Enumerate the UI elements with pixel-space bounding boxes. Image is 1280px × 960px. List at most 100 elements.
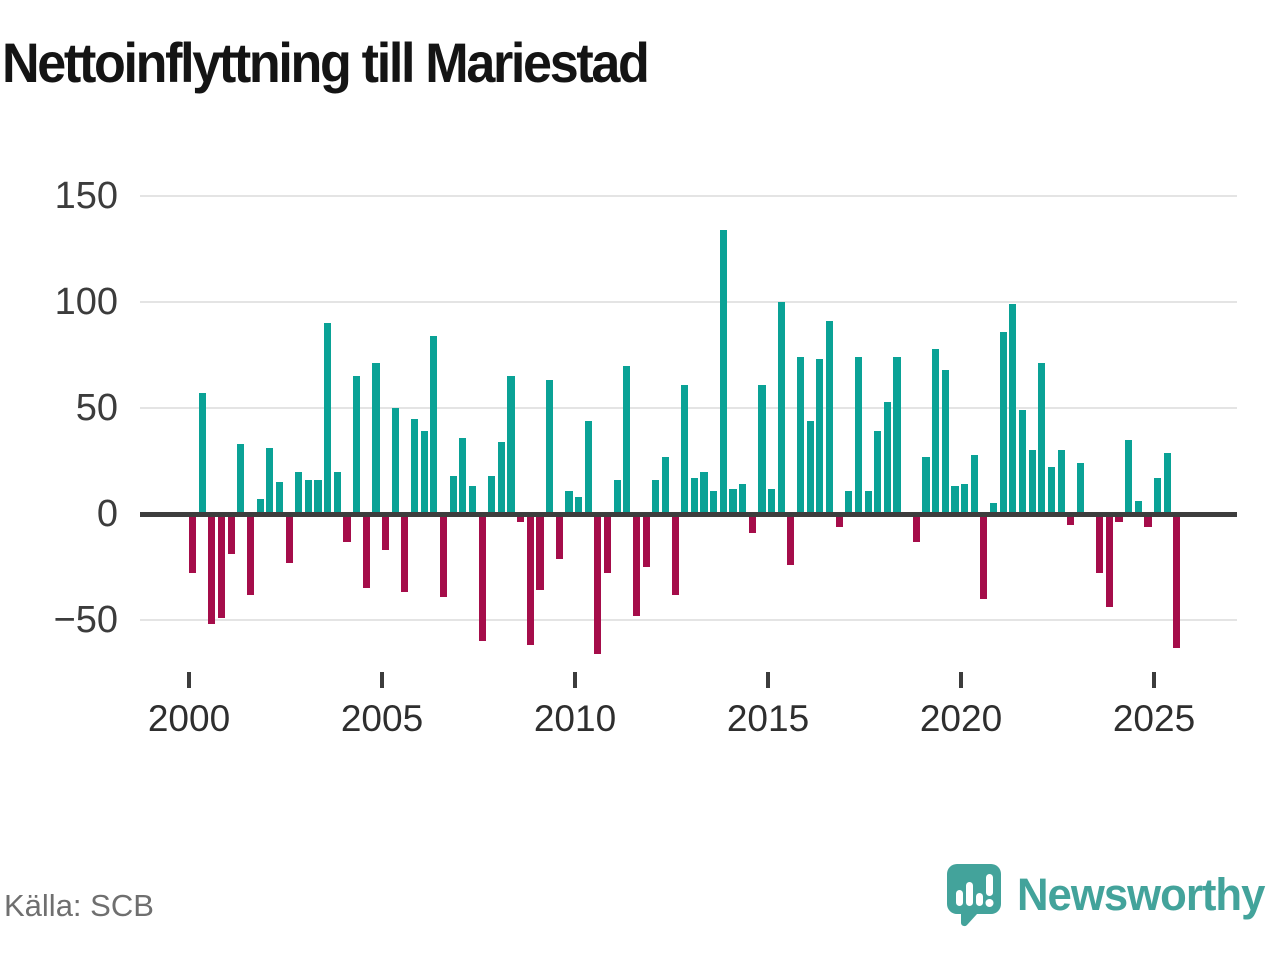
bar-positive bbox=[565, 490, 573, 514]
bar-positive bbox=[295, 471, 303, 514]
bar-positive bbox=[874, 431, 882, 514]
bar-positive bbox=[1163, 452, 1171, 514]
bar-positive bbox=[1018, 410, 1027, 514]
bar-positive bbox=[681, 384, 689, 514]
bar-positive bbox=[1057, 450, 1065, 514]
bar-positive bbox=[304, 480, 312, 514]
bar-positive bbox=[690, 477, 698, 514]
bar-positive bbox=[575, 497, 583, 514]
zero-axis-line bbox=[140, 511, 1237, 517]
bar-positive bbox=[1047, 467, 1056, 514]
bar-positive bbox=[198, 393, 206, 514]
bar-negative bbox=[787, 514, 795, 565]
bar-positive bbox=[932, 348, 940, 514]
bar-negative bbox=[526, 514, 534, 646]
bar-positive bbox=[806, 420, 814, 514]
bar-negative bbox=[362, 514, 370, 589]
bar-positive bbox=[951, 486, 959, 514]
y-axis-label: −50 bbox=[53, 599, 118, 641]
bar-negative bbox=[343, 514, 351, 542]
x-axis-tick bbox=[187, 672, 191, 688]
x-axis-label: 2010 bbox=[533, 698, 617, 739]
bar-positive bbox=[410, 418, 419, 514]
bar-positive bbox=[237, 444, 245, 514]
bar-negative bbox=[1144, 514, 1152, 527]
bar-positive bbox=[845, 490, 853, 514]
gridline bbox=[140, 301, 1237, 303]
bar-positive bbox=[999, 331, 1007, 514]
bar-positive bbox=[922, 456, 930, 514]
x-axis-tick bbox=[380, 672, 384, 688]
bar-negative bbox=[748, 514, 756, 534]
bar-negative bbox=[642, 514, 650, 567]
x-axis-tick bbox=[766, 672, 770, 688]
bar-negative bbox=[603, 514, 612, 574]
bar-negative bbox=[401, 514, 409, 593]
bar-negative bbox=[980, 514, 988, 599]
bar-positive bbox=[353, 376, 361, 514]
bar-negative bbox=[246, 514, 255, 595]
bar-positive bbox=[275, 482, 284, 514]
bar-negative bbox=[632, 514, 641, 616]
bar-negative bbox=[517, 514, 525, 523]
bar-negative bbox=[594, 514, 602, 654]
x-axis-label: 2000 bbox=[147, 698, 231, 739]
bar-positive bbox=[1076, 463, 1084, 514]
bar-positive bbox=[777, 302, 785, 514]
bar-positive bbox=[333, 471, 341, 514]
bar-positive bbox=[1028, 450, 1036, 514]
gridline bbox=[140, 407, 1237, 409]
bar-positive bbox=[623, 365, 631, 514]
bar-positive bbox=[613, 480, 621, 514]
bar-positive bbox=[314, 480, 322, 514]
bar-positive bbox=[768, 488, 776, 514]
brand-name: Newsworthy bbox=[1016, 869, 1265, 920]
bar-negative bbox=[835, 514, 843, 527]
bar-positive bbox=[420, 431, 428, 514]
gridline bbox=[140, 195, 1237, 197]
bar-positive bbox=[430, 335, 438, 514]
bar-positive bbox=[700, 471, 708, 514]
bar-negative bbox=[536, 514, 544, 591]
bar-positive bbox=[661, 456, 670, 514]
bar-positive bbox=[372, 363, 380, 514]
chart-title: Nettoinflyttning till Mariestad bbox=[2, 31, 650, 94]
bar-positive bbox=[391, 408, 399, 514]
bar-positive bbox=[1038, 363, 1046, 514]
bar-positive bbox=[961, 484, 969, 514]
x-axis-label: 2020 bbox=[919, 698, 1003, 739]
y-axis-label: 0 bbox=[96, 493, 118, 535]
bar-positive bbox=[719, 229, 727, 514]
bar-positive bbox=[864, 490, 872, 514]
bar-positive bbox=[989, 503, 998, 514]
bar-positive bbox=[1154, 477, 1162, 514]
x-axis-tick bbox=[573, 672, 577, 688]
bar-negative bbox=[439, 514, 448, 597]
x-axis-tick bbox=[1152, 672, 1156, 688]
bar-positive bbox=[941, 369, 949, 514]
bar-negative bbox=[1067, 514, 1075, 525]
newsworthy-logo-icon bbox=[945, 862, 1003, 928]
bar-positive bbox=[970, 454, 978, 514]
bar-positive bbox=[546, 380, 554, 514]
bar-negative bbox=[671, 514, 679, 595]
bar-negative bbox=[189, 514, 197, 574]
bar-positive bbox=[758, 384, 766, 514]
bar-positive bbox=[825, 321, 834, 514]
brand-lockup: Newsworthy bbox=[945, 862, 1272, 928]
bar-positive bbox=[710, 490, 718, 514]
y-axis-label: 50 bbox=[75, 387, 118, 429]
bar-positive bbox=[883, 401, 891, 514]
x-axis-label: 2025 bbox=[1112, 698, 1196, 739]
bar-positive bbox=[739, 484, 747, 514]
bar-negative bbox=[1096, 514, 1104, 574]
bar-positive bbox=[488, 475, 496, 514]
x-axis-label: 2015 bbox=[726, 698, 810, 739]
x-axis-label: 2005 bbox=[340, 698, 424, 739]
bar-negative bbox=[555, 514, 563, 559]
bar-positive bbox=[266, 448, 274, 514]
bar-negative bbox=[1173, 514, 1181, 648]
y-axis-label: 100 bbox=[54, 281, 118, 323]
